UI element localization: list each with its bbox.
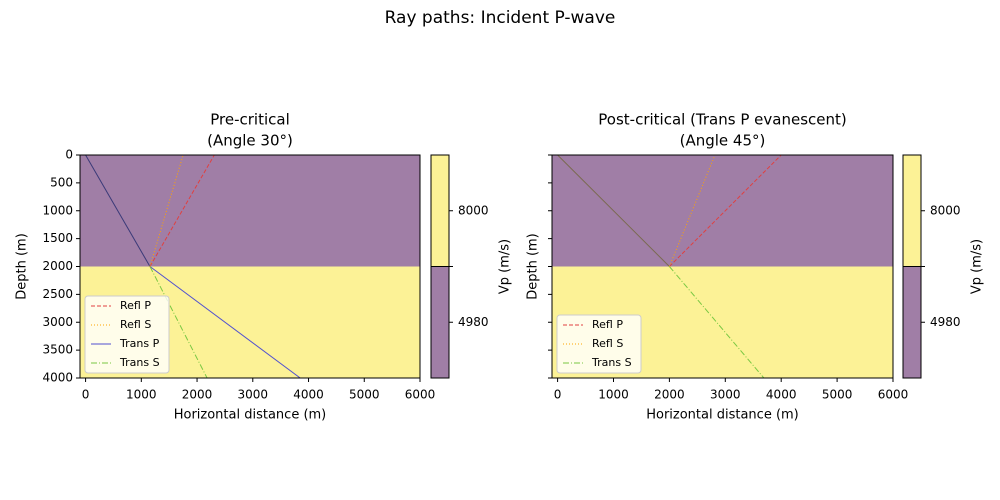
x-tick-label: 5000 — [349, 388, 380, 402]
legend-label: Refl P — [592, 318, 623, 331]
legend-box — [556, 314, 642, 374]
y-tick-label: 3000 — [42, 315, 73, 329]
ray — [149, 266, 208, 379]
legend-label: Refl S — [592, 337, 623, 350]
figure-title: Ray paths: Incident P-wave — [385, 8, 616, 28]
x-tick-label: 0 — [82, 388, 90, 402]
colorbar-label: Vp (m/s) — [498, 239, 513, 294]
y-tick-label: 0 — [65, 148, 73, 162]
x-tick-label: 4000 — [766, 388, 797, 402]
y-tick-label: 1000 — [42, 203, 73, 217]
legend-box — [84, 295, 170, 374]
incident-ray — [557, 154, 670, 267]
colorbar-segment — [431, 266, 449, 378]
legend-label: Refl S — [120, 318, 151, 331]
colorbar-segment — [903, 155, 921, 267]
x-tick-label: 1000 — [598, 388, 629, 402]
colorbar-tick-label: 8000 — [458, 203, 489, 217]
y-tick-label: 2500 — [42, 287, 73, 301]
x-tick-label: 1000 — [126, 388, 157, 402]
colorbar-segment — [903, 266, 921, 378]
legend-label: Trans S — [119, 356, 160, 369]
colorbar-segment — [431, 155, 449, 267]
ray — [669, 266, 765, 379]
legend-label: Trans P — [119, 337, 160, 350]
colorbar-tick-label: 4980 — [930, 315, 961, 329]
legend-label: Refl P — [120, 299, 151, 312]
layer — [80, 155, 420, 267]
x-axis-label: Horizontal distance (m) — [174, 408, 327, 423]
colorbar-tick-label: 4980 — [458, 315, 489, 329]
x-tick-label: 6000 — [878, 388, 909, 402]
legend-label: Trans S — [591, 356, 632, 369]
y-axis-label: Depth (m) — [526, 233, 541, 300]
x-tick-label: 6000 — [405, 388, 436, 402]
ray — [149, 154, 184, 267]
y-tick-label: 1500 — [42, 231, 73, 245]
x-tick-label: 3000 — [710, 388, 741, 402]
layer — [552, 155, 893, 267]
incident-ray — [85, 154, 151, 267]
subplot-title: (Angle 45°) — [680, 132, 766, 150]
subplot-title: (Angle 30°) — [207, 132, 293, 150]
colorbar-tick-label: 8000 — [930, 203, 961, 217]
x-tick-label: 2000 — [654, 388, 685, 402]
ray — [149, 154, 215, 267]
y-tick-label: 3500 — [42, 343, 73, 357]
y-tick-label: 500 — [50, 175, 73, 189]
colorbar-label: Vp (m/s) — [970, 239, 985, 294]
y-axis-label: Depth (m) — [15, 233, 30, 300]
x-axis-label: Horizontal distance (m) — [646, 408, 799, 423]
ray — [669, 154, 782, 267]
x-tick-label: 0 — [554, 388, 562, 402]
ray — [668, 154, 716, 267]
y-tick-label: 4000 — [42, 371, 73, 385]
x-tick-label: 4000 — [293, 388, 324, 402]
subplot: Post-critical (Trans P evanescent) (Angle… — [526, 111, 985, 423]
colorbar-frame — [902, 154, 922, 379]
colorbar-frame — [430, 154, 450, 379]
subplot: Pre-critical (Angle 30°) 0 1000 2000 3000 4000… — [15, 111, 513, 423]
x-tick-label: 5000 — [822, 388, 853, 402]
x-tick-label: 3000 — [238, 388, 269, 402]
x-tick-label: 2000 — [182, 388, 213, 402]
ray — [149, 266, 301, 379]
y-tick-label: 2000 — [42, 259, 73, 273]
subplot-title: Post-critical (Trans P evanescent) — [598, 111, 846, 129]
subplot-title: Pre-critical — [210, 111, 290, 129]
